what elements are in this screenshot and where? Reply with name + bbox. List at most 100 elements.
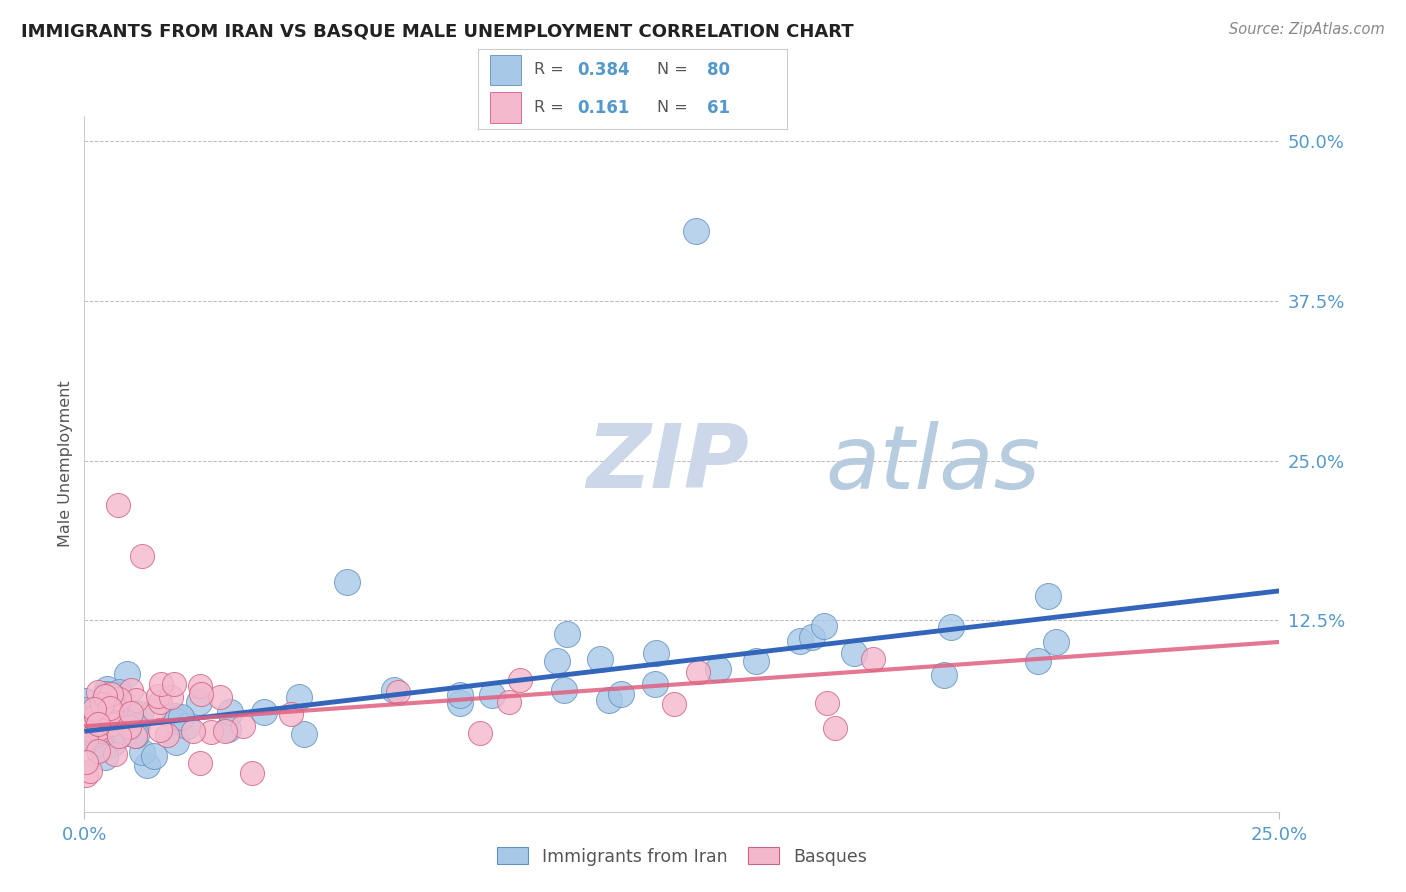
Point bbox=[100, 710, 122, 724]
Point bbox=[75, 767, 97, 781]
Point bbox=[86, 716, 108, 731]
Point bbox=[170, 710, 193, 724]
Point bbox=[98, 713, 121, 727]
Point bbox=[125, 728, 148, 742]
Point bbox=[98, 701, 121, 715]
Point bbox=[80, 723, 103, 737]
Point bbox=[939, 620, 962, 634]
Point bbox=[163, 709, 186, 723]
Point bbox=[96, 735, 118, 749]
Point bbox=[148, 695, 170, 709]
Point bbox=[96, 682, 118, 697]
Point bbox=[86, 715, 108, 730]
Point bbox=[188, 756, 211, 771]
Point bbox=[165, 714, 187, 728]
Point bbox=[336, 574, 359, 589]
Text: Source: ZipAtlas.com: Source: ZipAtlas.com bbox=[1229, 22, 1385, 37]
Bar bbox=[491, 93, 522, 123]
Point bbox=[382, 683, 405, 698]
Point bbox=[103, 688, 125, 702]
Point bbox=[104, 705, 127, 719]
Point bbox=[79, 725, 101, 739]
Point bbox=[288, 690, 311, 705]
Point bbox=[124, 729, 146, 743]
Text: N =: N = bbox=[658, 62, 688, 78]
Point bbox=[253, 705, 276, 719]
Point bbox=[131, 549, 153, 564]
Point bbox=[108, 692, 131, 706]
Point bbox=[100, 687, 122, 701]
Point bbox=[76, 729, 98, 743]
Point bbox=[842, 646, 865, 660]
Point bbox=[598, 693, 620, 707]
Point bbox=[104, 747, 127, 761]
Point bbox=[610, 687, 633, 701]
Point bbox=[115, 667, 138, 681]
Point bbox=[120, 683, 142, 698]
Point bbox=[214, 724, 236, 739]
Point bbox=[217, 722, 239, 736]
Point bbox=[94, 689, 117, 703]
Point bbox=[75, 755, 97, 769]
Point bbox=[190, 687, 212, 701]
Point bbox=[83, 710, 105, 724]
Point bbox=[280, 707, 302, 722]
Point bbox=[589, 652, 612, 666]
Point bbox=[75, 719, 97, 733]
Text: R =: R = bbox=[534, 62, 564, 78]
Point bbox=[91, 715, 114, 730]
Point bbox=[219, 705, 242, 719]
Point bbox=[1045, 635, 1067, 649]
Point bbox=[142, 749, 165, 764]
Point bbox=[240, 766, 263, 780]
Point bbox=[97, 701, 120, 715]
Point bbox=[555, 627, 578, 641]
Point bbox=[75, 719, 97, 733]
Text: R =: R = bbox=[534, 100, 564, 115]
Point bbox=[292, 727, 315, 741]
Point bbox=[127, 719, 149, 733]
Point bbox=[232, 719, 254, 733]
Point bbox=[131, 745, 153, 759]
Point bbox=[87, 736, 110, 750]
Point bbox=[84, 708, 107, 723]
Point bbox=[105, 688, 128, 702]
Point bbox=[86, 719, 108, 733]
Point bbox=[120, 706, 142, 720]
Point bbox=[645, 646, 668, 660]
Point bbox=[143, 703, 166, 717]
Point bbox=[146, 689, 169, 703]
Point bbox=[96, 687, 118, 701]
Point bbox=[101, 716, 124, 731]
Point bbox=[107, 499, 129, 513]
Point bbox=[509, 673, 531, 688]
Point bbox=[644, 676, 666, 690]
Point bbox=[862, 652, 884, 666]
Point bbox=[125, 693, 148, 707]
Point bbox=[91, 742, 114, 756]
Point bbox=[97, 698, 120, 712]
Point bbox=[387, 684, 409, 698]
Point bbox=[79, 764, 101, 778]
Point bbox=[200, 725, 222, 739]
Point bbox=[117, 720, 139, 734]
Point bbox=[163, 677, 186, 691]
Point bbox=[90, 697, 112, 711]
Point bbox=[98, 732, 121, 747]
Point bbox=[149, 723, 172, 737]
Point bbox=[79, 717, 101, 731]
Point bbox=[481, 688, 503, 702]
Point bbox=[745, 654, 768, 668]
Point bbox=[90, 713, 112, 727]
Point bbox=[470, 726, 492, 740]
Point bbox=[93, 750, 115, 764]
Point bbox=[156, 729, 179, 743]
Point bbox=[86, 715, 108, 730]
Point bbox=[789, 633, 811, 648]
Point bbox=[122, 725, 145, 739]
Point bbox=[934, 668, 956, 682]
Point bbox=[89, 723, 111, 738]
Point bbox=[813, 619, 835, 633]
Text: ZIP: ZIP bbox=[586, 420, 749, 508]
Text: IMMIGRANTS FROM IRAN VS BASQUE MALE UNEMPLOYMENT CORRELATION CHART: IMMIGRANTS FROM IRAN VS BASQUE MALE UNEM… bbox=[21, 22, 853, 40]
